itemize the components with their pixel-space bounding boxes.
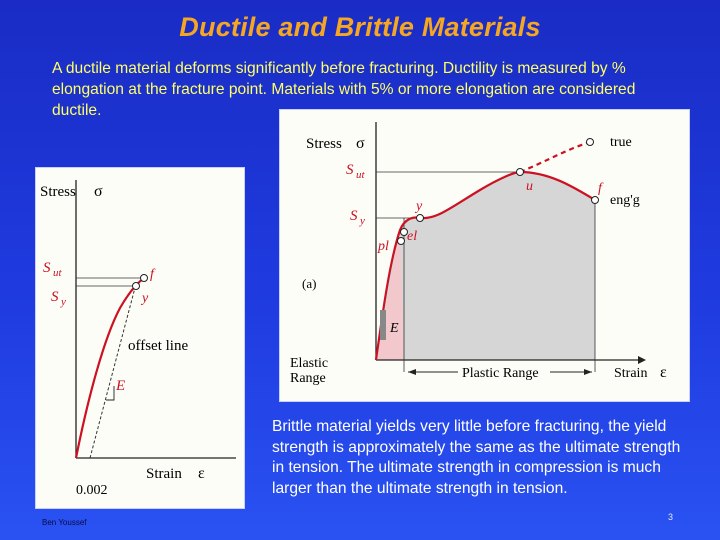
left-fracture-point [140,274,148,282]
left-yield-point [132,282,140,290]
left-sut-sub: ut [53,267,63,279]
right-x-arrow [638,356,646,364]
right-yield-point [416,214,424,222]
slide-title: Ductile and Brittle Materials [179,12,541,42]
left-sut-label: S [43,260,51,276]
right-y-point-label: y [414,199,423,214]
left-slope-triangle [106,386,115,401]
intro-paragraph: A ductile material deforms significantly… [52,60,636,119]
right-f-label: f [598,181,604,196]
proportional-limit-point [397,237,405,245]
left-sy-sub: y [60,296,66,308]
plastic-arrow-left [408,369,416,375]
offset-yield-diagram-panel: Stress σ S ut S y f y offset line E Stra… [35,167,245,509]
true-curve [519,140,591,174]
right-sut-label: S [346,162,354,178]
engineering-curve [374,170,596,361]
offset-yield-diagram: Stress σ S ut S y f y offset line E Stra… [40,180,236,498]
elastic-range-line1: Elastic [290,356,328,371]
left-e-label: E [115,378,125,394]
left-x-axis-symbol: ε [198,465,205,482]
engg-label: eng'g [610,193,640,208]
strain-energy-area [376,172,595,360]
right-y-axis-symbol: σ [356,135,365,152]
elastic-range-line2: Range [290,371,326,386]
right-sy-sub: y [359,215,365,227]
ultimate-point [516,168,524,176]
left-offset-value: 0.002 [76,483,108,498]
ductile-stress-strain-diagram: Stress σ S ut S y u f y el pl true eng'g… [290,122,667,386]
ductile-diagram-panel: Stress σ S ut S y u f y el pl true eng'g… [279,109,690,402]
pl-label: pl [377,239,389,254]
footer-author: Ben Youssef [42,518,87,527]
el-label: el [407,229,417,244]
true-fracture-point [586,138,594,146]
left-x-axis-label: Strain [146,466,182,482]
left-f-label: f [150,267,156,282]
right-u-label: u [526,179,533,194]
elastic-limit-point [400,228,408,236]
left-offset-label: offset line [128,338,188,354]
true-label: true [610,135,632,150]
right-sy-label: S [350,208,358,224]
panel-tag: (a) [302,276,316,291]
left-stress-strain-curve [74,277,145,459]
eng-fracture-point [591,196,599,204]
plastic-range-label: Plastic Range [462,366,539,381]
right-x-axis-label: Strain [614,366,647,381]
plastic-arrow-right [584,369,592,375]
left-y-point-label: y [140,291,149,306]
left-y-axis-label: Stress [40,184,76,200]
brittle-paragraph: Brittle material yields very little befo… [272,418,681,497]
right-slope-marker [380,310,386,340]
plastic-label-bg [458,364,550,380]
right-e-label: E [389,321,399,336]
left-y-axis-symbol: σ [94,183,103,200]
right-sut-sub: ut [356,169,366,181]
right-y-axis-label: Stress [306,136,342,152]
right-x-axis-symbol: ε [660,364,667,381]
page-number: 3 [668,512,674,522]
left-sy-label: S [51,289,59,305]
